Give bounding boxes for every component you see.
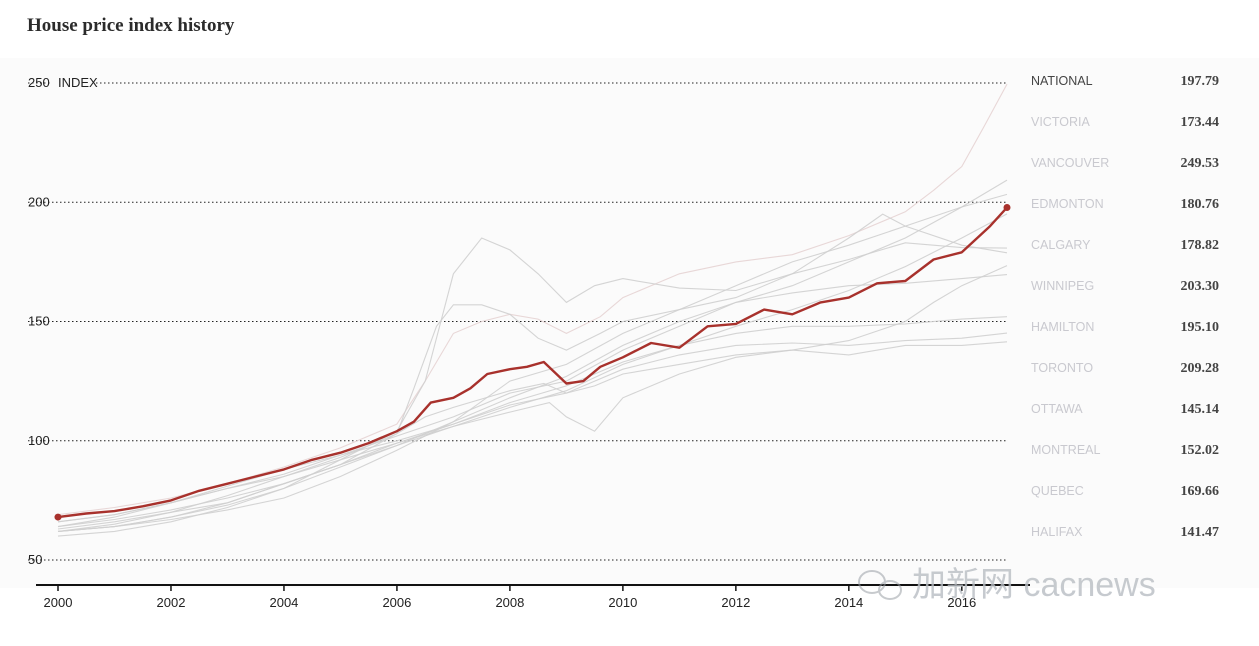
x-tick-label: 2014	[834, 595, 863, 610]
plot-background	[0, 58, 1259, 588]
legend-name-calgary: CALGARY	[1031, 238, 1091, 252]
y-tick-label: 250	[28, 75, 50, 90]
x-tick-label: 2008	[495, 595, 524, 610]
gridlines: 50 100 150 200 250 INDEX	[28, 74, 1007, 567]
series-line-national	[57, 206, 1008, 519]
series-line-victoria	[57, 265, 1008, 523]
legend-value-victoria: 173.44	[1181, 115, 1220, 130]
watermark: 加新网 cacnews	[858, 566, 1156, 604]
series-line-quebec	[57, 274, 1008, 537]
x-tick-label: 2016	[947, 595, 976, 610]
legend-name-winnipeg: WINNIPEG	[1031, 279, 1094, 293]
axes: 2000 2002 2004 2006 2008 2010 2012 2014 2016	[36, 584, 1030, 610]
national-start-point	[54, 513, 62, 521]
legend-name-halifax: HALIFAX	[1031, 525, 1083, 539]
legend-value-hamilton: 195.10	[1181, 320, 1220, 335]
legend-name-montreal: MONTREAL	[1031, 443, 1101, 457]
series-line-hamilton	[57, 213, 1008, 528]
wechat-icon-bubble	[878, 580, 902, 600]
y-tick-label: 150	[28, 314, 50, 329]
legend-value-quebec: 169.66	[1181, 484, 1220, 499]
legend-name-hamilton: HAMILTON	[1031, 320, 1094, 334]
x-tick-label: 2000	[44, 595, 73, 610]
legend-name-edmonton: EDMONTON	[1031, 197, 1104, 211]
legend-name-toronto: TORONTO	[1031, 361, 1093, 375]
legend-value-toronto: 209.28	[1181, 361, 1220, 376]
series-line-halifax	[57, 341, 1008, 532]
y-axis-label: INDEX	[58, 75, 98, 90]
x-tick-label: 2006	[382, 595, 411, 610]
legend-name-national: NATIONAL	[1031, 74, 1093, 88]
legend-value-calgary: 178.82	[1181, 238, 1220, 253]
y-tick-label: 200	[28, 194, 50, 209]
y-tick-label: 100	[28, 433, 50, 448]
legend-value-montreal: 152.02	[1181, 443, 1220, 458]
watermark-text: 加新网 cacnews	[912, 566, 1156, 604]
legend-value-vancouver: 249.53	[1181, 156, 1220, 171]
x-tick-label: 2002	[157, 595, 186, 610]
series-lines	[54, 83, 1011, 537]
series-line-montreal	[57, 316, 1008, 532]
x-tick-label: 2004	[269, 595, 298, 610]
series-line-winnipeg	[57, 193, 1008, 532]
series-line-vancouver	[57, 83, 1008, 516]
legend-value-winnipeg: 203.30	[1181, 279, 1220, 294]
legend-value-national: 197.79	[1181, 74, 1220, 89]
series-line-edmonton	[57, 237, 1008, 532]
legend-name-ottawa: OTTAWA	[1031, 402, 1083, 416]
x-tick-label: 2010	[608, 595, 637, 610]
legend-name-victoria: VICTORIA	[1031, 115, 1090, 129]
legend-value-edmonton: 180.76	[1181, 197, 1220, 212]
ylabel-background	[52, 74, 96, 92]
national-end-point	[1003, 204, 1011, 212]
legend-name-vancouver: VANCOUVER	[1031, 156, 1109, 170]
y-tick-label: 50	[28, 552, 42, 567]
legend: NATIONAL 197.79 VICTORIA 173.44 VANCOUVER 249…	[1031, 74, 1219, 540]
legend-value-halifax: 141.47	[1181, 525, 1220, 540]
x-tick-label: 2012	[721, 595, 750, 610]
legend-value-ottawa: 145.14	[1181, 402, 1220, 417]
chart-title: House price index history	[27, 15, 235, 36]
legend-name-quebec: QUEBEC	[1031, 484, 1084, 498]
